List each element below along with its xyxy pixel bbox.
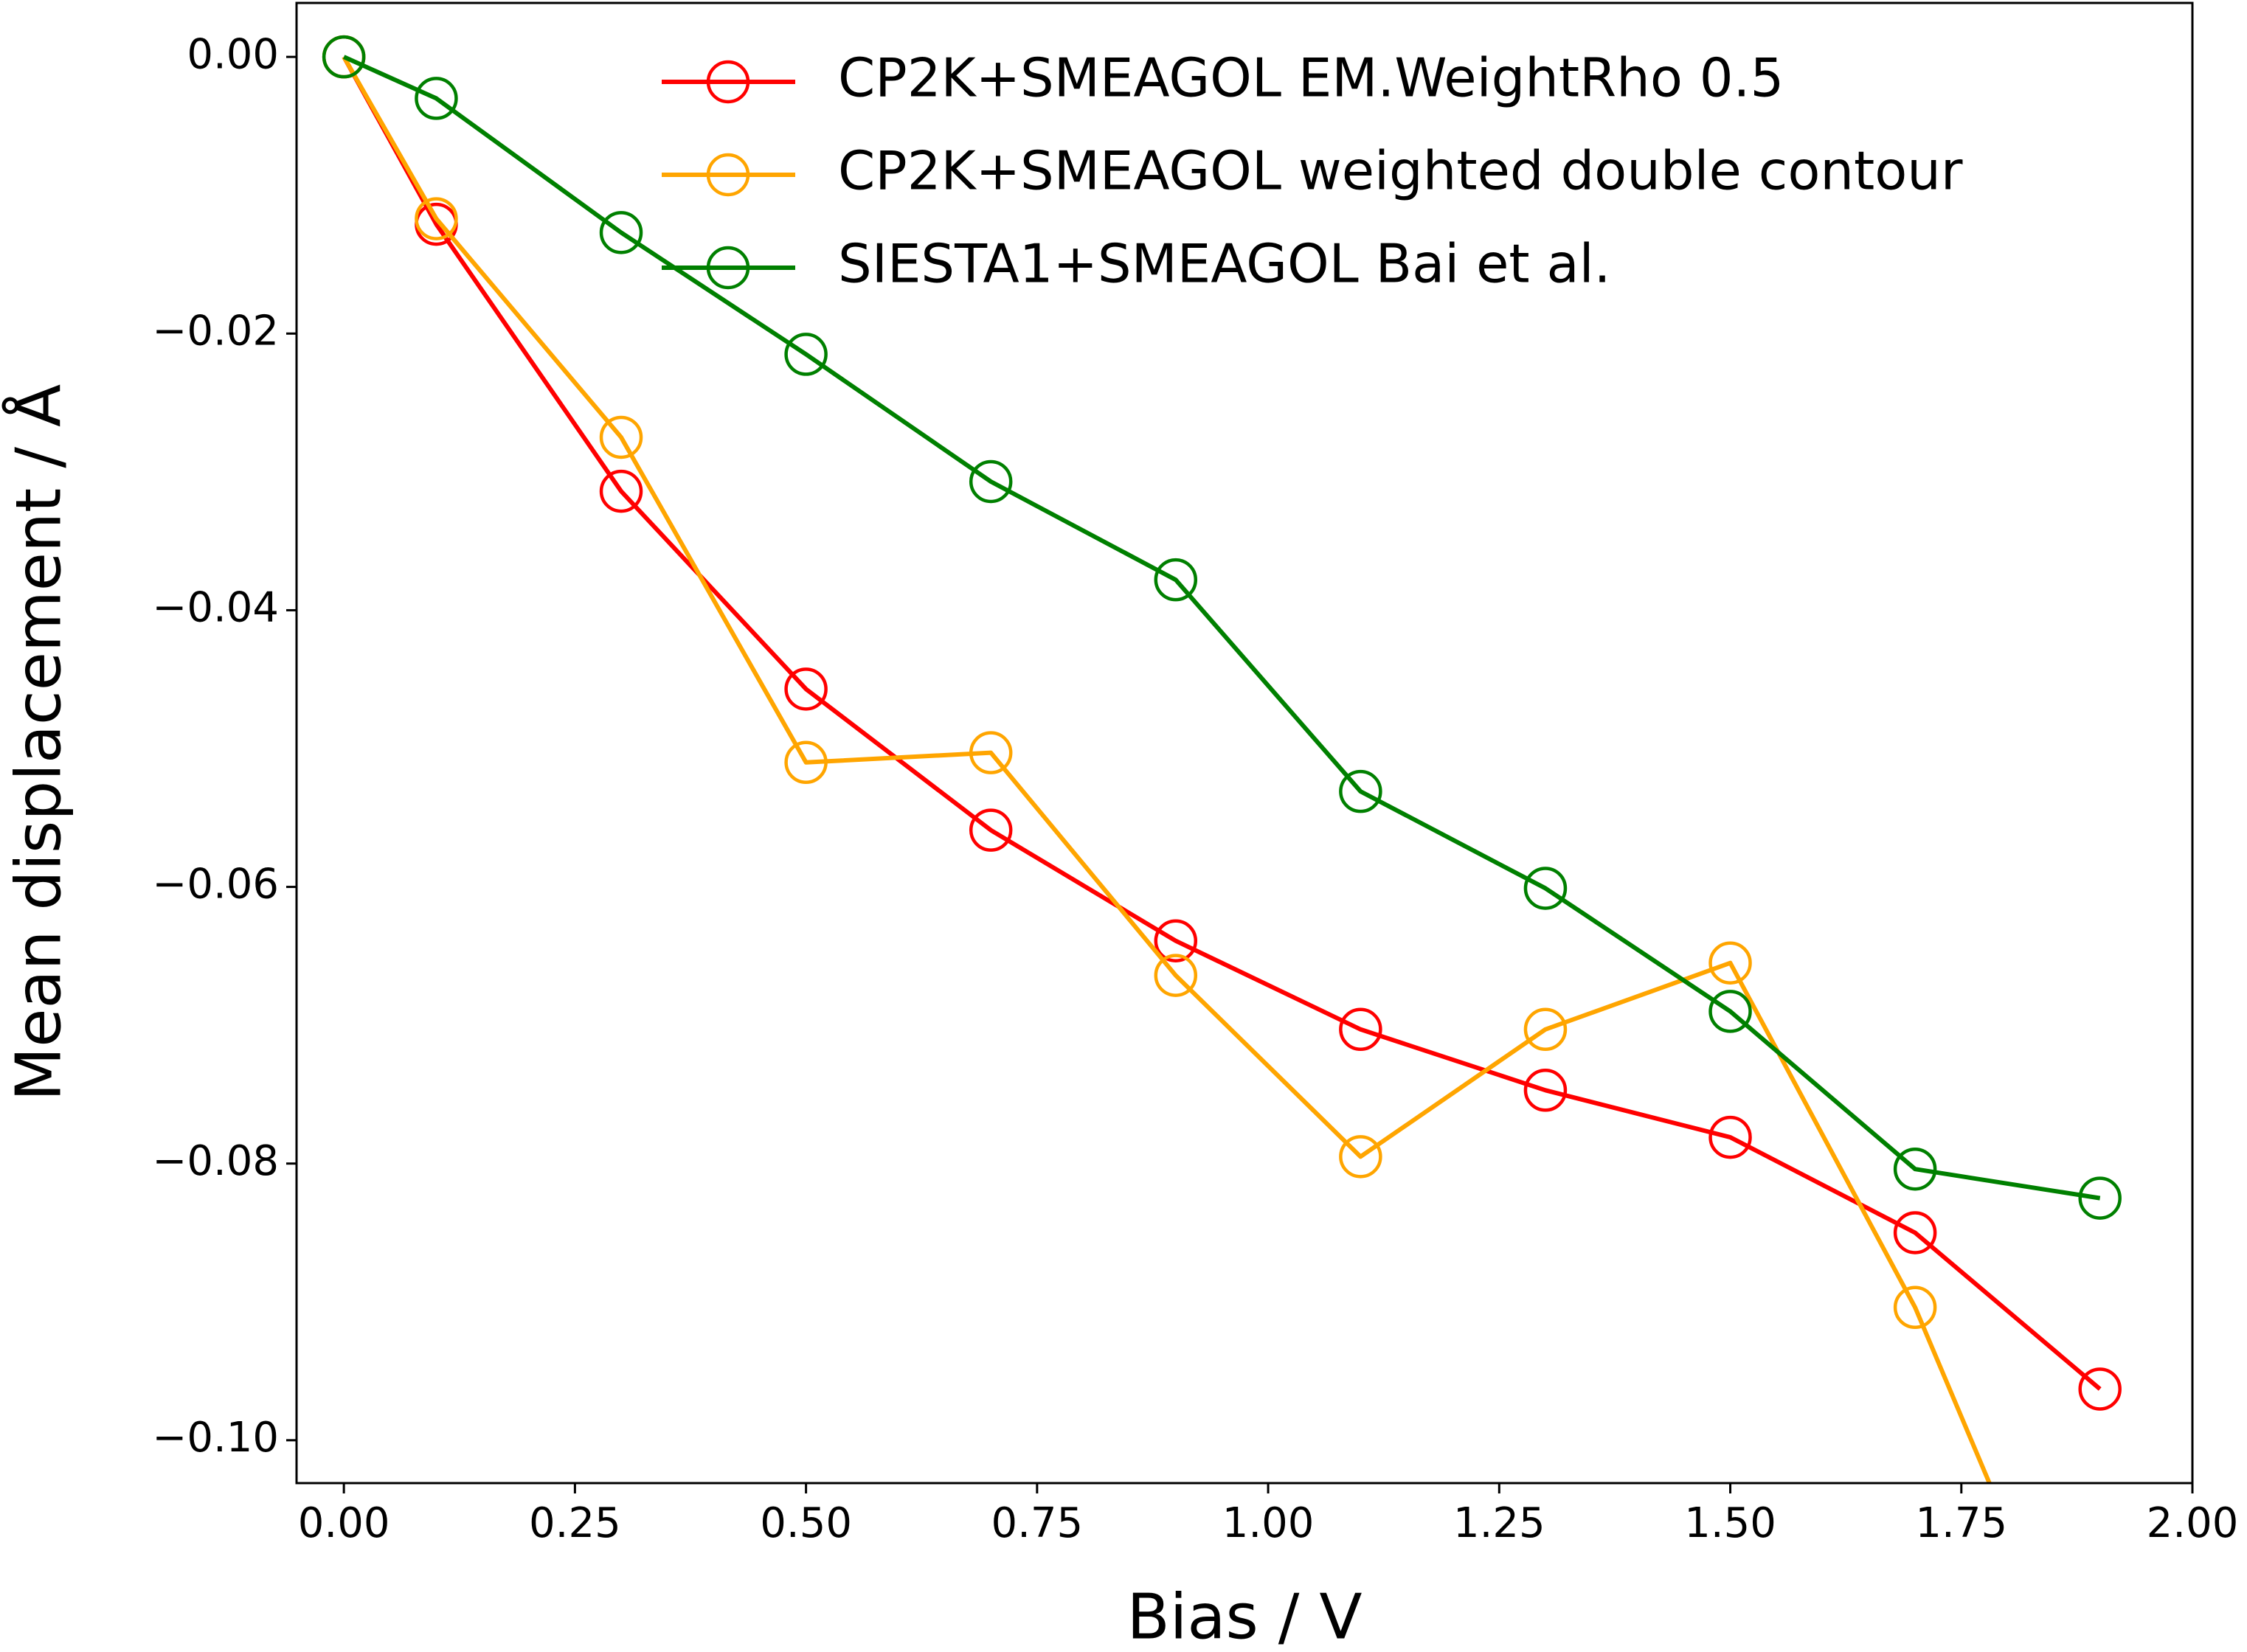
data-point: [1154, 919, 1198, 962]
data-point: [1339, 1007, 1382, 1052]
data-point: [2078, 1367, 2122, 1411]
data-point: [2078, 1176, 2122, 1220]
y-axis-label: Mean displacement / Å: [1, 384, 75, 1101]
data-point: [969, 459, 1013, 504]
data-point: [1523, 867, 1568, 910]
legend-label: CP2K+SMEAGOL EM.WeightRho 0.5: [838, 47, 1784, 109]
y-tick-label: −0.02: [152, 307, 279, 355]
data-point: [1523, 1069, 1568, 1112]
data-point: [415, 197, 458, 240]
legend-label: SIESTA1+SMEAGOL Bai et al.: [838, 233, 1611, 295]
data-point: [599, 469, 643, 513]
data-point: [969, 731, 1013, 774]
x-axis-label: Bias / V: [1126, 1580, 1362, 1652]
x-tick-label: 1.50: [1684, 1499, 1776, 1547]
data-point: [415, 77, 458, 120]
x-tick-label: 2.00: [2147, 1499, 2239, 1547]
x-tick-label: 0.50: [760, 1499, 852, 1547]
data-point: [599, 211, 643, 254]
data-point: [969, 808, 1013, 852]
data-point: [599, 415, 643, 459]
data-point: [784, 333, 828, 376]
data-point: [1339, 769, 1382, 813]
legend-marker: [706, 153, 750, 197]
series-line: [342, 55, 1992, 1483]
x-tick-label: 1.25: [1453, 1499, 1545, 1547]
data-point: [1339, 1135, 1382, 1179]
series-line: [342, 55, 2101, 1201]
series-line: [342, 55, 2102, 1391]
y-tick-label: 0.00: [187, 30, 279, 78]
data-point: [1708, 941, 1752, 985]
legend-marker: [706, 60, 750, 104]
legend-marker: [706, 246, 750, 290]
data-point: [322, 35, 366, 79]
data-point: [1708, 990, 1752, 1033]
data-point: [1893, 1211, 1937, 1254]
legend-label: CP2K+SMEAGOL weighted double contour: [838, 140, 1963, 202]
data-point: [1154, 954, 1198, 997]
x-tick-label: 0.25: [529, 1499, 621, 1547]
x-tick-label: 0.00: [298, 1499, 390, 1547]
data-point: [784, 667, 828, 711]
plot-frame: [295, 1, 2194, 1485]
data-point: [1708, 1115, 1752, 1159]
x-tick-label: 1.00: [1222, 1499, 1315, 1547]
data-point: [1154, 558, 1198, 602]
x-tick-label: 0.75: [991, 1499, 1083, 1547]
data-point: [784, 740, 828, 785]
plot-area: [322, 35, 2122, 1483]
data-point: [1523, 1007, 1568, 1052]
data-point: [1893, 1147, 1937, 1191]
data-point: [1893, 1285, 1937, 1330]
y-tick-label: −0.10: [152, 1414, 279, 1462]
y-tick-label: −0.04: [152, 584, 279, 632]
y-tick-label: −0.08: [152, 1137, 279, 1185]
y-tick-label: −0.06: [152, 861, 279, 909]
x-tick-label: 1.75: [1915, 1499, 2007, 1547]
